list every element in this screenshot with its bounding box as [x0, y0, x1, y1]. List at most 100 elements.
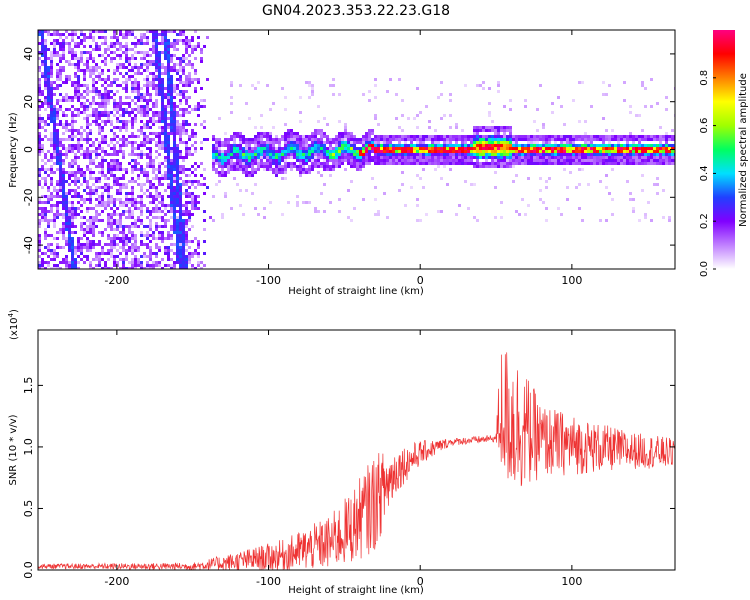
- spectrogram-cell: [299, 162, 302, 165]
- spectrogram-cell: [230, 153, 233, 156]
- spectrogram-cell: [551, 135, 554, 138]
- spectrogram-cell: [89, 159, 92, 162]
- spectrogram-cell: [326, 162, 329, 165]
- spectrogram-cell: [131, 186, 134, 189]
- spectrogram-cell: [149, 96, 152, 99]
- spectrogram-cell: [188, 138, 191, 141]
- spectrogram-cell: [95, 117, 98, 120]
- spectrogram-cell: [650, 135, 653, 138]
- spectrogram-cell: [227, 147, 230, 150]
- spectrogram-cell: [122, 153, 125, 156]
- spectrogram-cell: [176, 78, 179, 81]
- spectrogram-cell: [575, 144, 578, 147]
- spectrogram-cell: [179, 171, 182, 174]
- spectrogram-cell: [89, 168, 92, 171]
- spectrogram-cell: [134, 147, 137, 150]
- spectrogram-cell: [155, 66, 158, 69]
- spectrogram-cell: [194, 45, 197, 48]
- spectrogram-cell: [242, 141, 245, 144]
- spectrogram-cell: [569, 162, 572, 165]
- spectrogram-cell: [617, 144, 620, 147]
- spectrogram-cell: [170, 186, 173, 189]
- spectrogram-cell: [131, 108, 134, 111]
- spectrogram-cell: [284, 123, 287, 126]
- spectrogram-cell: [269, 159, 272, 162]
- spectrogram-cell: [80, 246, 83, 249]
- spectrogram-cell: [629, 198, 632, 201]
- spectrogram-cell: [182, 120, 185, 123]
- spectrogram-cell: [584, 132, 587, 135]
- spectrogram-cell: [74, 264, 77, 267]
- spectrogram-cell: [38, 240, 41, 243]
- spectrogram-cell: [218, 147, 221, 150]
- spectrogram-cell: [314, 132, 317, 135]
- spectrogram-cell: [113, 42, 116, 45]
- spectrogram-cell: [665, 132, 668, 135]
- spectrogram-cell: [512, 159, 515, 162]
- spectrogram-cell: [86, 198, 89, 201]
- spectrogram-cell: [122, 264, 125, 267]
- spectrogram-cell: [359, 156, 362, 159]
- spectrogram-cell: [557, 96, 560, 99]
- spectrogram-cell: [173, 114, 176, 117]
- spectrogram-cell: [569, 138, 572, 141]
- spectrogram-cell: [314, 147, 317, 150]
- spectrogram-cell: [41, 120, 44, 123]
- spectrogram-cell: [155, 84, 158, 87]
- spectrogram-cell: [371, 150, 374, 153]
- spectrogram-cell: [194, 108, 197, 111]
- spectrogram-cell: [644, 216, 647, 219]
- spectrogram-cell: [89, 150, 92, 153]
- spectrogram-cell: [575, 186, 578, 189]
- spectrogram-cell: [68, 192, 71, 195]
- spectrogram-cell: [77, 81, 80, 84]
- spectrogram-cell: [230, 156, 233, 159]
- spectrogram-cell: [251, 153, 254, 156]
- spectrogram-cell: [179, 33, 182, 36]
- spectrogram-cell: [95, 255, 98, 258]
- spectrogram-cell: [89, 243, 92, 246]
- spectrogram-cell: [182, 66, 185, 69]
- spectrogram-cell: [503, 144, 506, 147]
- spectrogram-cell: [71, 249, 74, 252]
- spectrogram-cell: [644, 150, 647, 153]
- spectrogram-cell: [59, 84, 62, 87]
- spectrogram-cell: [260, 132, 263, 135]
- spectrogram-cell: [137, 183, 140, 186]
- spectrogram-cell: [170, 93, 173, 96]
- spectrogram-cell: [83, 246, 86, 249]
- spectrogram-cell: [401, 162, 404, 165]
- spectrogram-cell: [644, 213, 647, 216]
- spectrogram-cell: [413, 117, 416, 120]
- spectrogram-cell: [440, 135, 443, 138]
- spectrogram-cell: [41, 264, 44, 267]
- spectrogram-cell: [644, 156, 647, 159]
- spectrogram-cell: [599, 219, 602, 222]
- spectrogram-cell: [353, 150, 356, 153]
- spectrogram-cell: [89, 174, 92, 177]
- spectrogram-cell: [197, 102, 200, 105]
- spectrogram-cell: [62, 225, 65, 228]
- spectrogram-cell: [374, 96, 377, 99]
- spectrogram-cell: [71, 219, 74, 222]
- spectrogram-cell: [503, 105, 506, 108]
- spectrogram-cell: [461, 162, 464, 165]
- spectrogram-cell: [68, 162, 71, 165]
- spectrogram-cell: [440, 210, 443, 213]
- spectrogram-cell: [155, 48, 158, 51]
- spectrogram-cell: [83, 117, 86, 120]
- spectrogram-cell: [86, 105, 89, 108]
- spectrogram-cell: [338, 120, 341, 123]
- spectrogram-cell: [167, 60, 170, 63]
- spectrogram-cell: [317, 138, 320, 141]
- spectrogram-cell: [266, 150, 269, 153]
- spectrogram-cell: [542, 153, 545, 156]
- spectrogram-cell: [170, 117, 173, 120]
- spectrogram-cell: [542, 126, 545, 129]
- spectrogram-cell: [119, 192, 122, 195]
- spectrogram-cell: [527, 159, 530, 162]
- spectrogram-cell: [512, 165, 515, 168]
- spectrogram-cell: [401, 135, 404, 138]
- spectrogram-cell: [74, 153, 77, 156]
- spectrogram-cell: [158, 33, 161, 36]
